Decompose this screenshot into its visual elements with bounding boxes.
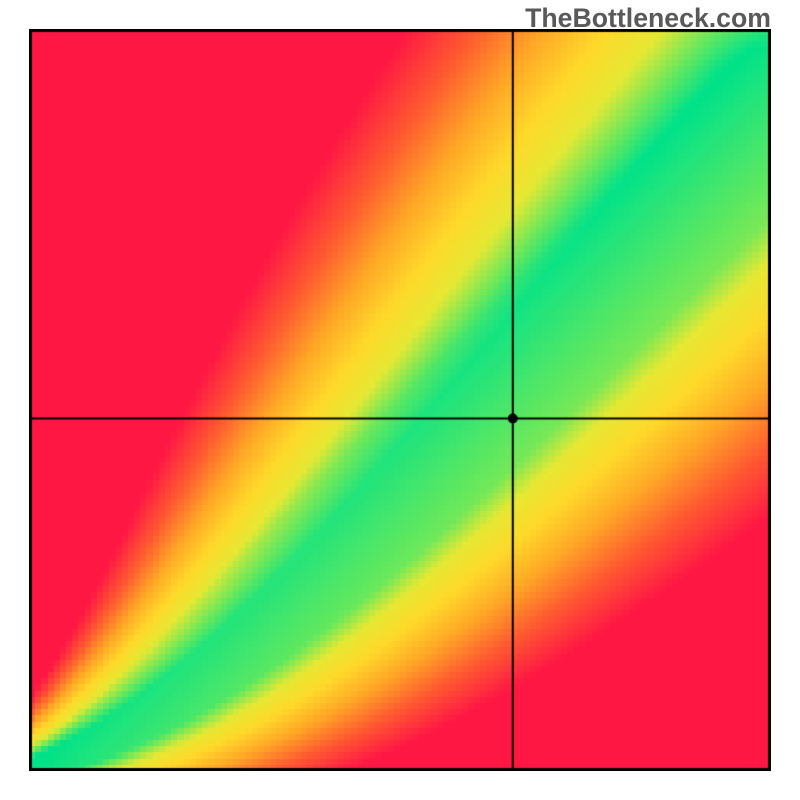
watermark-text: TheBottleneck.com: [525, 3, 771, 34]
chart-container: TheBottleneck.com: [0, 0, 800, 800]
bottleneck-heatmap: [29, 29, 771, 771]
